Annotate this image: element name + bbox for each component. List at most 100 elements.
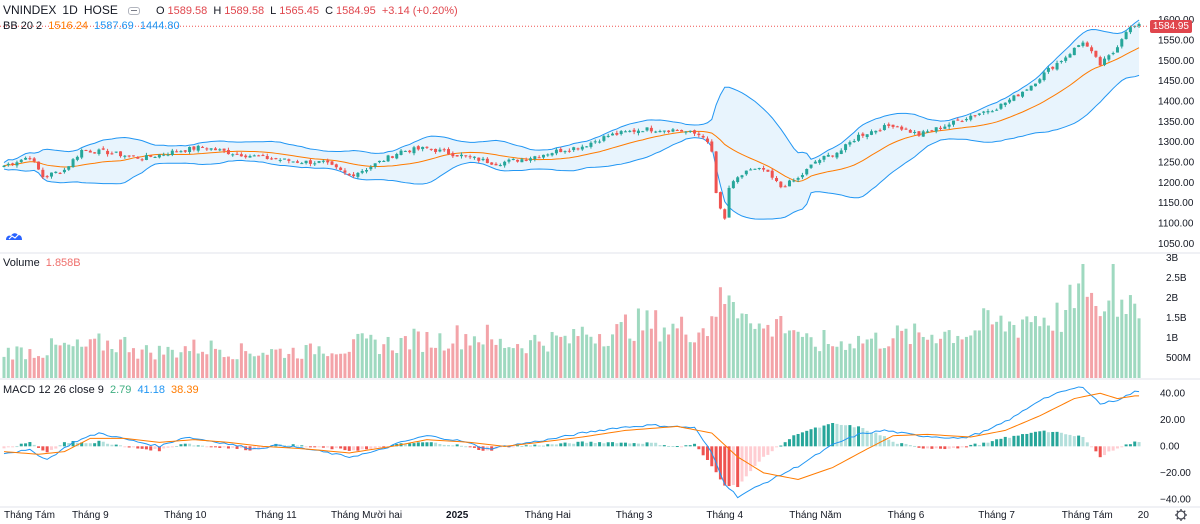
volume-bar [248,353,252,378]
macd-signal-line [3,392,1140,480]
candle-body [369,166,373,170]
macd-histogram-bar [990,441,994,447]
macd-legend[interactable]: MACD 12 26 close 9 2.79 41.18 38.39 [3,384,202,396]
macd-histogram-bar [1055,431,1059,447]
volume-bar [287,353,291,378]
candle-body [645,127,649,131]
volume-bar [257,355,261,378]
candle-body [283,158,287,160]
volume-bar [399,337,403,378]
macd-histogram-bar [645,442,649,447]
macd-histogram-bar [308,446,312,448]
macd-name: MACD 12 26 close 9 [3,384,104,396]
candle-body [1120,39,1124,47]
candle-body [632,129,636,132]
candle-body [386,155,390,162]
candle-body [498,164,502,167]
exchange-label: HOSE [83,3,118,17]
macd-histogram-bar [390,444,394,447]
macd-histogram-bar [839,424,843,447]
macd-histogram-bar [964,446,968,448]
macd-histogram-bar [459,445,463,447]
volume-bar [697,332,701,378]
close-value: 1584.95 [336,5,376,17]
candle-body [209,148,213,150]
volume-bar [792,330,796,378]
volume-bar [524,353,528,378]
macd-histogram-bar [710,446,714,467]
volume-bar [166,346,170,378]
volume-bar [468,345,472,378]
macd-histogram-bar [119,445,123,447]
volume-legend[interactable]: Volume 1.858B [3,257,84,269]
open-value: 1589.58 [167,5,208,17]
volume-bar [477,342,481,378]
volume-bar [239,343,243,378]
candle-body [1085,42,1089,47]
candle-body [356,172,360,177]
candle-body [308,160,312,164]
macd-histogram-bar [934,446,938,449]
macd-histogram-bar [762,446,766,457]
time-tick-label: Tháng Tám [4,510,55,521]
volume-bar [839,341,843,378]
macd-histogram-bar [1120,446,1124,448]
macd-histogram-bar [559,443,563,447]
volume-tick-label: 1B [1166,333,1179,344]
candle-body [347,173,351,176]
macd-histogram-bar [464,446,468,448]
volume-bar [442,350,446,378]
volume-bar [641,330,645,378]
volume-bar [127,352,131,378]
candle-body [507,159,511,162]
volume-bar [550,331,554,378]
macd-histogram-bar [149,446,153,451]
candle-body [295,161,299,163]
price-tick-label: 1300.00 [1158,137,1195,148]
macd-histogram-bar [157,446,161,452]
volume-bar [585,334,589,378]
settings-gear-icon[interactable] [1176,510,1186,520]
candle-body [395,153,399,159]
interval-label[interactable]: 1D [62,3,78,17]
candle-body [964,119,968,121]
bb-legend[interactable]: BB 20 2 1516.24 1587.69 1444.80 [3,20,183,32]
candle-body [779,181,783,188]
candle-body [783,186,787,188]
macd-histogram-bar [541,445,545,447]
candle-body [149,155,153,157]
volume-bar [1029,322,1033,378]
macd-histogram-bar [714,446,718,473]
collapse-legend-icon[interactable] [127,7,140,16]
volume-bar [930,334,934,378]
volume-bar [753,328,757,378]
macd-histogram-bar [1107,446,1111,452]
candle-body [485,158,489,164]
candle-body [947,124,951,127]
bb-name: BB 20 2 [3,20,43,32]
volume-bar [455,325,459,378]
volume-bar [1025,316,1029,378]
candle-body [727,187,731,218]
candle-body [809,164,813,168]
macd-histogram-bar [960,446,964,448]
volume-bar [563,335,567,378]
volume-bar [395,352,399,378]
macd-histogram-bar [693,443,697,447]
volume-bar [960,339,964,378]
macd-histogram-bar [162,446,166,449]
candle-body [403,150,407,152]
candle-body [300,163,304,165]
candle-body [1064,57,1068,61]
macd-histogram-bar [93,443,97,447]
macd-histogram-bar [1033,431,1037,447]
volume-bar [106,340,110,378]
candle-body [416,146,420,150]
volume-bar [252,356,256,378]
volume-bar [628,338,632,378]
volume-bar [93,338,97,378]
tradingview-logo-icon[interactable] [5,230,23,242]
volume-bar [144,345,148,378]
macd-histogram-bar [321,446,325,448]
